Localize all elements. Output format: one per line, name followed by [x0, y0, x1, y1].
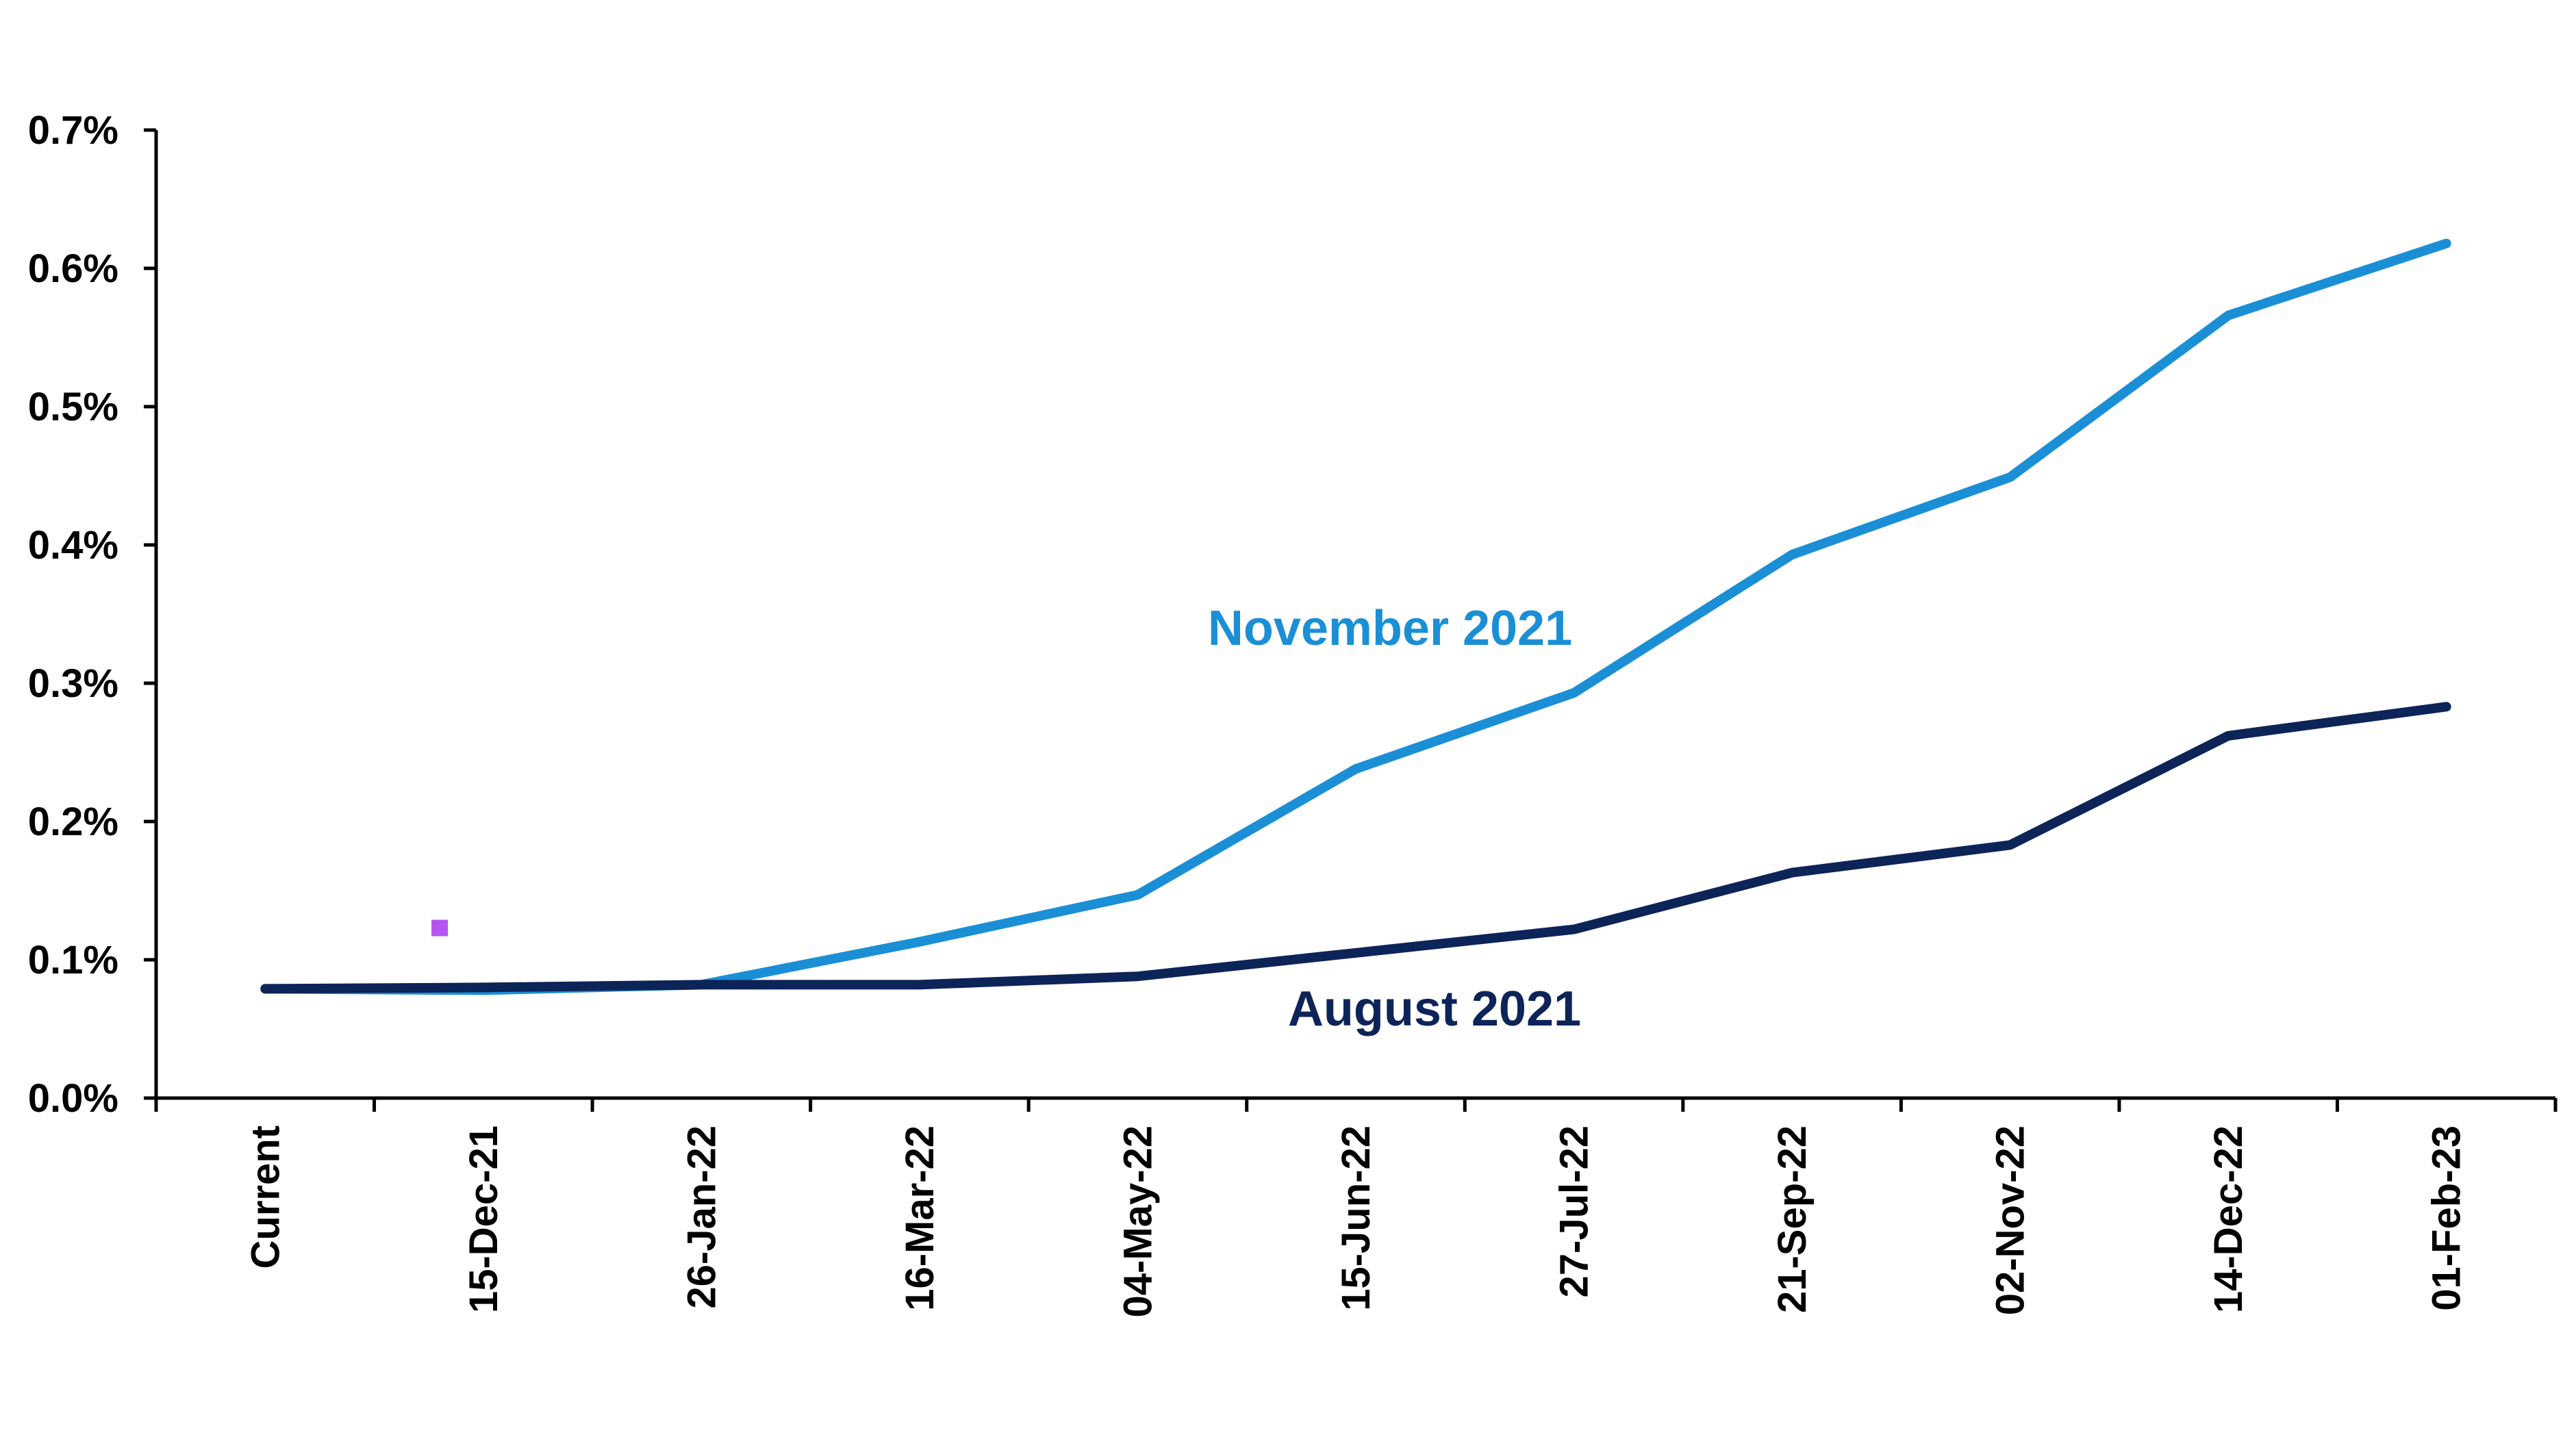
y-tick-label: 0.4% [28, 523, 118, 568]
y-tick-label: 0.6% [28, 246, 118, 291]
series-label-november-2021: November 2021 [1208, 601, 1572, 656]
y-tick-label: 0.7% [28, 108, 118, 153]
x-tick-label: 15-Jun-22 [1334, 1125, 1378, 1311]
y-tick-label: 0.3% [28, 661, 118, 706]
y-axis: 0.0% 0.1% 0.2% 0.3% 0.4% 0.5% 0.6% 0.7% [28, 108, 158, 1121]
x-tick-label: 15-Dec-21 [462, 1125, 506, 1313]
y-tick-label: 0.1% [28, 938, 118, 982]
marker-layer [431, 919, 449, 937]
series-label-layer: November 2021 August 2021 [1208, 601, 1581, 1036]
series-label-august-2021: August 2021 [1288, 982, 1581, 1036]
series-layer [260, 238, 2451, 995]
y-tick-label: 0.2% [28, 800, 118, 844]
x-tick-label: 27-Jul-22 [1552, 1125, 1597, 1297]
x-tick-label: 26-Jan-22 [679, 1125, 724, 1309]
y-tick-label: 0.0% [28, 1076, 118, 1121]
x-tick-label: 14-Dec-22 [2206, 1125, 2251, 1313]
y-tick-label: 0.5% [28, 385, 118, 429]
x-tick-label: 21-Sep-22 [1770, 1125, 1815, 1313]
x-tick-label: 01-Feb-23 [2425, 1125, 2469, 1311]
marker-point [431, 919, 449, 937]
series-line-august-2021 [260, 702, 2451, 994]
x-tick-label: 16-Mar-22 [898, 1125, 942, 1311]
x-tick-label: 04-May-22 [1115, 1125, 1160, 1317]
y-axis-ticks: 0.0% 0.1% 0.2% 0.3% 0.4% 0.5% 0.6% 0.7% [28, 108, 156, 1121]
x-axis-ticks: Current 15-Dec-21 26-Jan-22 16-Mar-22 04-May… [154, 1098, 2558, 1317]
x-tick-label: 02-Nov-22 [1988, 1125, 2033, 1315]
x-axis: Current 15-Dec-21 26-Jan-22 16-Mar-22 04-May… [144, 1096, 2558, 1317]
x-tick-label: Current [243, 1125, 288, 1269]
